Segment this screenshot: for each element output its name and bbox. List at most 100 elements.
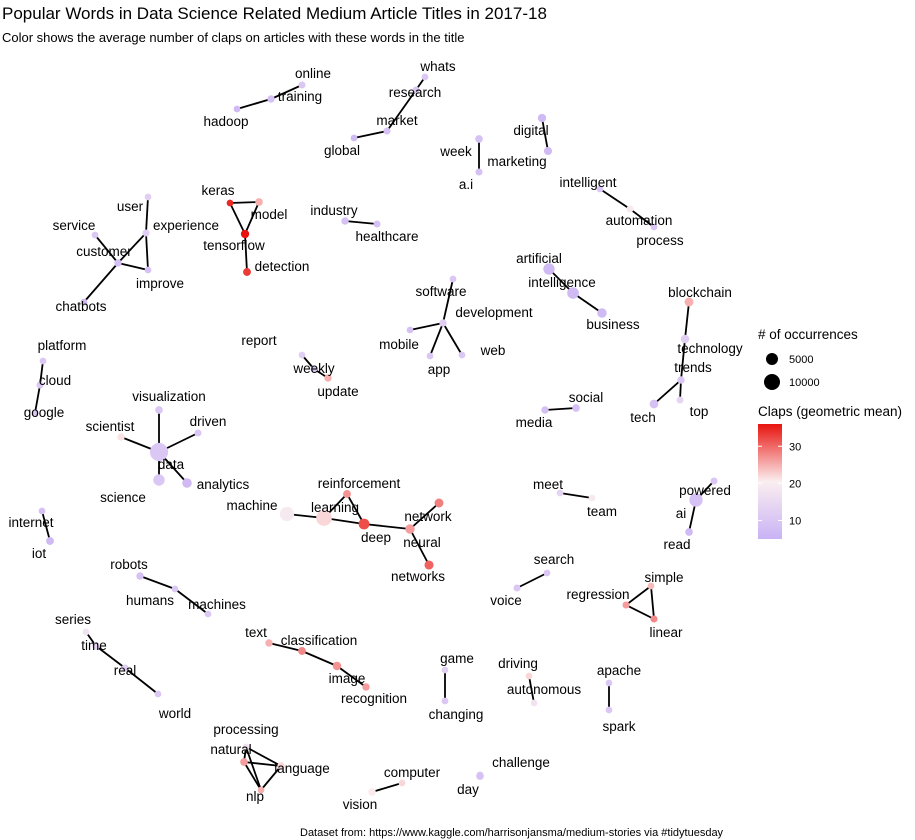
node-autonomous: [530, 699, 538, 707]
node-label-voice: voice: [490, 593, 522, 608]
node-automation: [626, 205, 634, 213]
node-label-read: read: [663, 537, 690, 552]
node-nlp: [257, 786, 265, 794]
node-reinforcement: [343, 490, 351, 498]
edge-development-web: [442, 322, 463, 356]
node-tech: [649, 399, 659, 409]
edge-text-classification: [268, 642, 303, 652]
node-google: [31, 409, 39, 417]
node-scientist: [117, 433, 125, 441]
node-label-report: report: [241, 333, 277, 348]
node-label-nlp: nlp: [246, 789, 264, 804]
node-science: [153, 474, 165, 486]
node-label-whats: whats: [419, 59, 456, 74]
edge-customer-improve: [117, 262, 149, 271]
node-label-data: data: [158, 457, 185, 472]
node-label-language: language: [274, 761, 330, 776]
chart-title: Popular Words in Data Science Related Me…: [2, 4, 547, 23]
node-intelligent: [596, 185, 604, 193]
edge-development-app: [429, 322, 444, 357]
edge-humans-machines: [174, 588, 209, 615]
edge-intelligence-business: [572, 292, 603, 314]
node-whats: [421, 73, 429, 81]
node-update: [324, 374, 332, 382]
node-label-vision: vision: [343, 797, 378, 812]
edge-deep-neural: [363, 523, 411, 530]
node-driven: [194, 429, 202, 437]
node-label-online: online: [295, 66, 331, 81]
node-label-day: day: [457, 782, 479, 797]
node-label-driven: driven: [190, 414, 227, 429]
node-report: [298, 351, 306, 359]
edge-regression-linear: [625, 604, 655, 620]
node-real: [121, 664, 129, 672]
node-apache: [605, 679, 613, 687]
edge-customer-chatbots: [83, 262, 119, 303]
node-meet: [556, 489, 564, 497]
node-intelligence: [567, 287, 579, 299]
node-business: [597, 308, 607, 318]
node-label-spark: spark: [602, 719, 635, 734]
node-label-computer: computer: [384, 765, 441, 780]
node-artificial: [543, 263, 555, 275]
node-model: [255, 198, 263, 206]
node-software: [449, 275, 457, 283]
edge-natural-language: [243, 761, 282, 767]
node-humans: [171, 585, 179, 593]
node-label-update: update: [317, 384, 358, 399]
node-label-market: market: [376, 113, 418, 128]
node-online: [298, 81, 306, 89]
node-voice: [513, 584, 521, 592]
node-digital: [537, 113, 547, 123]
node-label-healthcare: healthcare: [355, 229, 418, 244]
size-legend-title: # of occurrences: [758, 327, 858, 342]
label-layer: online training hadoop whats research market g…: [8, 59, 742, 812]
node-vision: [368, 788, 376, 796]
node-label-world: world: [158, 706, 191, 721]
node-label-social: social: [569, 390, 604, 405]
node-label-week: week: [439, 144, 472, 159]
node-label-learning: learning: [311, 500, 359, 515]
node-trends: [677, 376, 685, 384]
node-linear: [650, 615, 658, 623]
node-label-a-i: a.i: [459, 177, 473, 192]
node-label-text: text: [245, 625, 267, 640]
node-chatbots: [80, 298, 88, 306]
node-recognition: [362, 683, 370, 691]
node-team: [588, 494, 596, 502]
node-label-game: game: [440, 651, 474, 666]
size-legend-label-small: 5000: [789, 354, 813, 366]
node-label-web: web: [480, 343, 506, 358]
edge-experience-customer: [117, 232, 147, 264]
node-label-networks: networks: [391, 569, 445, 584]
node-label-robots: robots: [110, 557, 148, 572]
node-world: [154, 690, 162, 698]
edge-market-global: [353, 130, 388, 139]
edge-research-market: [386, 89, 417, 132]
node-simple: [647, 582, 655, 590]
node-weekly: [310, 365, 318, 373]
node-process: [650, 223, 658, 231]
node-tensorflow: [240, 229, 250, 239]
edge-service-customer: [94, 234, 119, 264]
node-game: [441, 666, 449, 674]
node-label-artificial: artificial: [516, 251, 562, 266]
legend: # of occurrences 5000 10000 Claps (geome…: [758, 327, 902, 539]
node-network: [434, 498, 444, 508]
edge-time-real: [95, 645, 126, 669]
edge-language-nlp: [260, 765, 282, 791]
node-user: [144, 193, 152, 201]
node-label-development: development: [455, 305, 533, 320]
edge-blockchain-technology: [684, 301, 690, 340]
node-time: [92, 642, 100, 650]
node-label-app: app: [428, 362, 451, 377]
node-iot: [46, 537, 54, 545]
edge-tensorflow-detection: [244, 233, 248, 273]
node-label-intelligent: intelligent: [559, 175, 616, 190]
node-label-natural: natural: [210, 742, 251, 757]
edge-training-hadoop: [236, 98, 272, 110]
node-label-classification: classification: [281, 633, 358, 648]
node-media: [541, 406, 549, 414]
node-label-internet: internet: [8, 515, 53, 530]
node-label-science: science: [100, 490, 146, 505]
